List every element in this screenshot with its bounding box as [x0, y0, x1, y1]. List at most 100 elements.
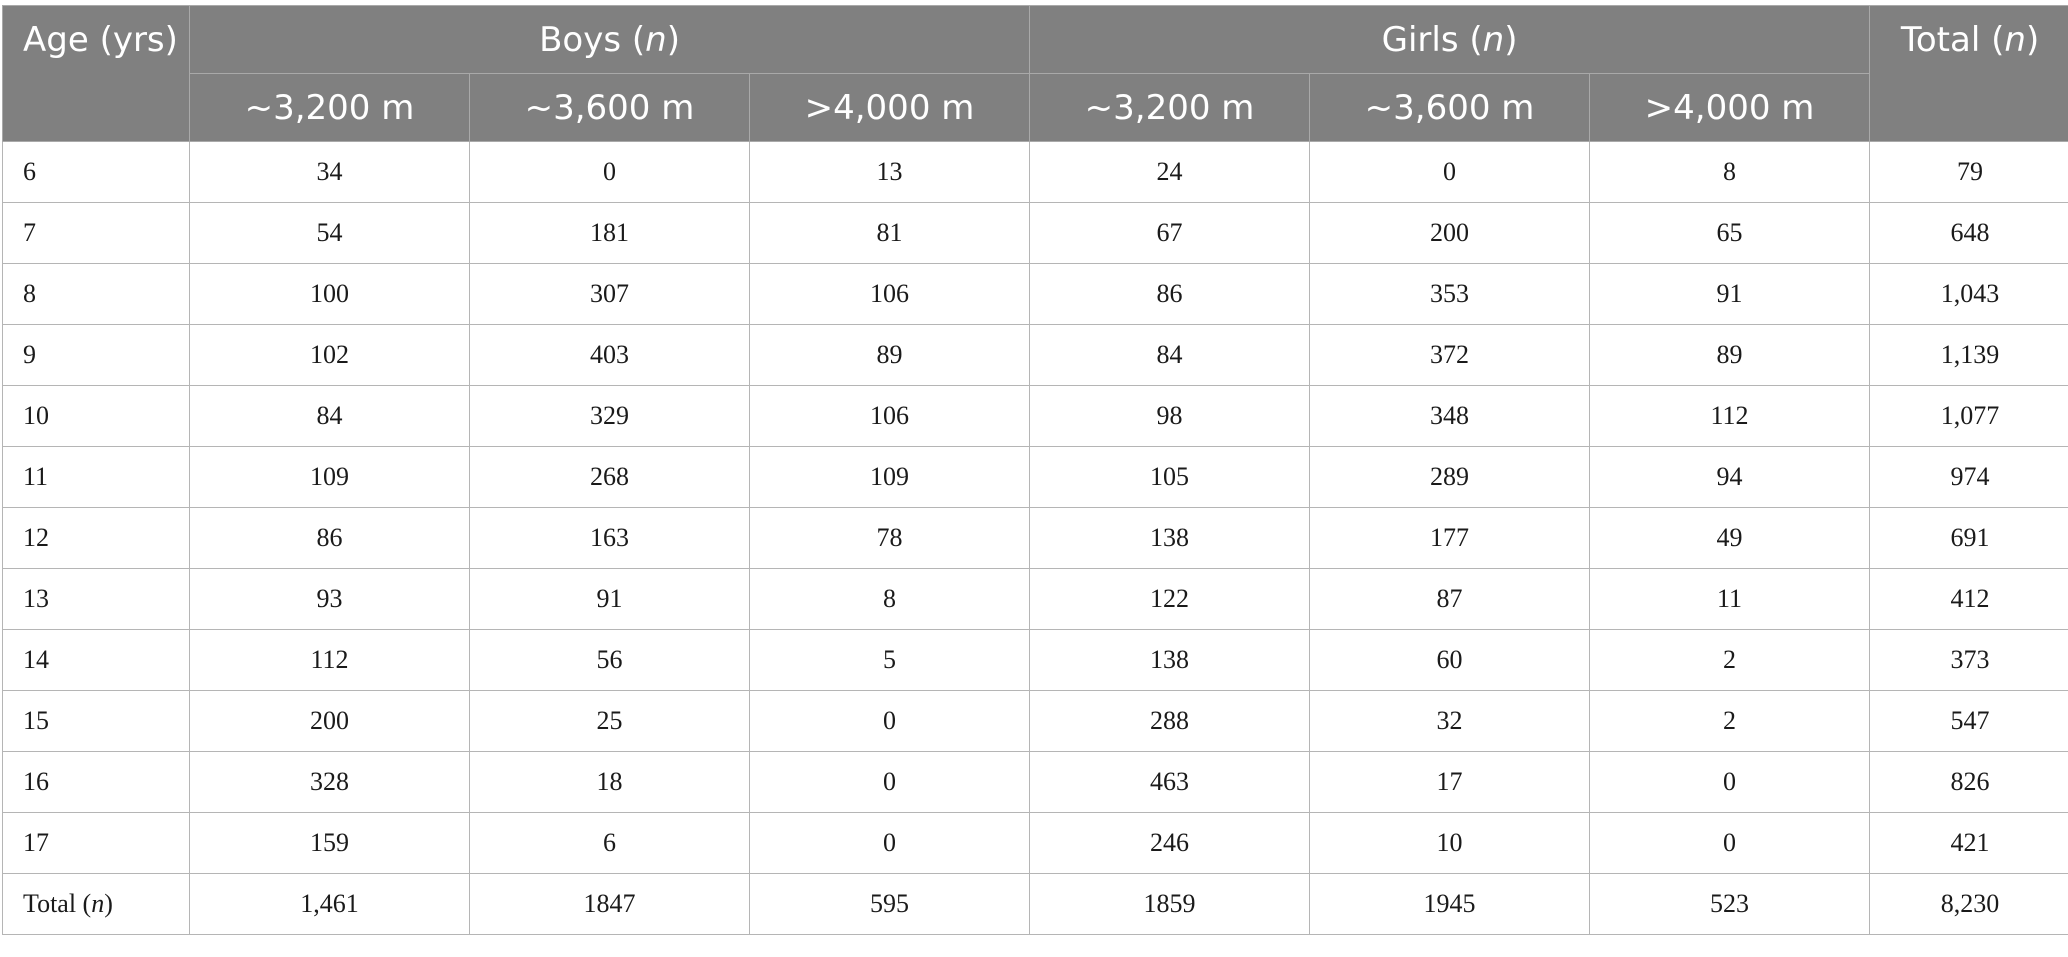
girls-header-label: Girls (: [1381, 19, 1483, 60]
girls-4000-cell: 89: [1589, 324, 1871, 386]
totals-label-cell: Total (n): [2, 873, 190, 935]
header-row-altitudes: ~3,200 m ~3,600 m >4,000 m ~3,200 m ~3,6…: [3, 73, 2068, 142]
age-cell: 17: [2, 812, 190, 874]
age-cell: 13: [2, 568, 190, 630]
age-cell: 9: [2, 324, 190, 386]
boys-group-header: Boys (n): [188, 5, 1031, 74]
total-cell: 547: [1869, 690, 2068, 752]
boys-4000-cell: 81: [748, 202, 1031, 264]
age-cell: 12: [2, 507, 190, 569]
girls-3600-cell: 60: [1309, 629, 1591, 691]
girls-3200-cell: 98: [1029, 385, 1311, 447]
age-cell: 6: [2, 141, 190, 203]
boys-3200-cell: 102: [189, 324, 470, 386]
girls-3200-cell: 67: [1029, 202, 1311, 264]
data-table-container: Age (yrs) Boys (n) Girls (n) Total (n) ~…: [2, 5, 2068, 935]
boys-3200-cell: 112: [189, 629, 470, 691]
boys-3600-cell: 56: [469, 629, 750, 691]
total-cell: 974: [1869, 446, 2068, 508]
boys-4000-cell: 89: [748, 324, 1031, 386]
boys-3600-cell: 329: [469, 385, 750, 447]
boys-3200-cell: 84: [189, 385, 470, 447]
total-cell: 648: [1869, 202, 2068, 264]
girls-3200-cell: 463: [1029, 751, 1311, 813]
girls-4000-cell: 8: [1589, 141, 1871, 203]
boys-altitude-3600-header: ~3,600 m: [469, 73, 750, 142]
girls-4000-total-cell: 523: [1589, 873, 1871, 935]
total-cell: 1,139: [1869, 324, 2068, 386]
total-header-n: n: [2004, 20, 2026, 60]
boys-header-label: Boys (: [539, 19, 646, 60]
girls-3200-cell: 288: [1029, 690, 1311, 752]
table-row: 9 102 403 89 84 372 89 1,139: [2, 324, 2068, 386]
totals-label: Total (: [23, 889, 92, 918]
girls-3200-cell: 84: [1029, 324, 1311, 386]
girls-3200-cell: 86: [1029, 263, 1311, 325]
boys-header-n: n: [645, 19, 667, 60]
boys-altitude-4000-header: >4,000 m: [748, 73, 1031, 142]
total-cell: 79: [1869, 141, 2068, 203]
boys-3200-cell: 54: [189, 202, 470, 264]
age-cell: 10: [2, 385, 190, 447]
boys-3600-cell: 181: [469, 202, 750, 264]
girls-header-n: n: [1482, 19, 1505, 60]
total-cell: 373: [1869, 629, 2068, 691]
total-cell: 412: [1869, 568, 2068, 630]
girls-3200-total-cell: 1859: [1029, 873, 1311, 935]
boys-4000-cell: 106: [748, 385, 1031, 447]
totals-label-n: n: [91, 889, 105, 918]
header-row-groups: Age (yrs) Boys (n) Girls (n) Total (n): [2, 5, 2068, 142]
table-header: Age (yrs) Boys (n) Girls (n) Total (n) ~…: [2, 5, 2068, 142]
table-row: 11 109 268 109 105 289 94 974: [2, 446, 2068, 508]
age-cell: 15: [2, 690, 190, 752]
total-header-label: Total (: [1900, 20, 2005, 60]
boys-3600-cell: 6: [469, 812, 750, 874]
boys-3600-cell: 307: [469, 263, 750, 325]
table-row: 8 100 307 106 86 353 91 1,043: [2, 263, 2068, 325]
girls-4000-cell: 112: [1589, 385, 1871, 447]
boys-3200-cell: 34: [189, 141, 470, 203]
sample-distribution-table: Age (yrs) Boys (n) Girls (n) Total (n) ~…: [2, 5, 2068, 935]
girls-3600-cell: 372: [1309, 324, 1591, 386]
girls-header-close: ): [1504, 19, 1518, 60]
boys-3600-cell: 403: [469, 324, 750, 386]
age-cell: 11: [2, 446, 190, 508]
boys-3200-cell: 93: [189, 568, 470, 630]
girls-3600-cell: 32: [1309, 690, 1591, 752]
age-column-header: Age (yrs): [2, 5, 190, 142]
totals-label-close: ): [104, 889, 113, 918]
boys-3200-cell: 109: [189, 446, 470, 508]
boys-3200-cell: 86: [189, 507, 470, 569]
table-row: 10 84 329 106 98 348 112 1,077: [2, 385, 2068, 447]
boys-3600-cell: 91: [469, 568, 750, 630]
boys-4000-cell: 0: [748, 751, 1031, 813]
girls-3600-total-cell: 1945: [1309, 873, 1591, 935]
boys-4000-cell: 109: [748, 446, 1031, 508]
boys-3600-cell: 18: [469, 751, 750, 813]
boys-4000-total-cell: 595: [748, 873, 1031, 935]
boys-3200-cell: 159: [189, 812, 470, 874]
boys-4000-cell: 0: [748, 690, 1031, 752]
total-cell: 826: [1869, 751, 2068, 813]
boys-3200-cell: 200: [189, 690, 470, 752]
girls-3200-cell: 246: [1029, 812, 1311, 874]
table-row: 15 200 25 0 288 32 2 547: [2, 690, 2068, 752]
total-cell: 691: [1869, 507, 2068, 569]
girls-3200-cell: 105: [1029, 446, 1311, 508]
boys-4000-cell: 78: [748, 507, 1031, 569]
girls-3600-cell: 0: [1309, 141, 1591, 203]
girls-3600-cell: 348: [1309, 385, 1591, 447]
girls-altitude-3600-header: ~3,600 m: [1309, 73, 1591, 142]
table-row: 16 328 18 0 463 17 0 826: [2, 751, 2068, 813]
girls-3600-cell: 289: [1309, 446, 1591, 508]
girls-4000-cell: 65: [1589, 202, 1871, 264]
girls-altitude-4000-header: >4,000 m: [1589, 73, 1871, 142]
boys-3200-cell: 328: [189, 751, 470, 813]
girls-3200-cell: 138: [1029, 507, 1311, 569]
boys-3600-cell: 0: [469, 141, 750, 203]
girls-3600-cell: 353: [1309, 263, 1591, 325]
girls-3600-cell: 10: [1309, 812, 1591, 874]
girls-4000-cell: 94: [1589, 446, 1871, 508]
boys-3600-total-cell: 1847: [469, 873, 750, 935]
girls-4000-cell: 11: [1589, 568, 1871, 630]
